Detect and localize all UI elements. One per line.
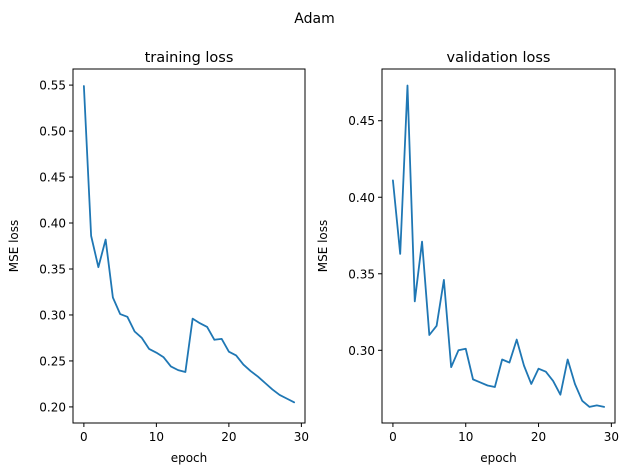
subplots: training loss 0 10 20 30 0.20 0.25 0.30 0.35 0.40… [7,50,619,465]
validation-x-tick-label: 20 [531,430,546,444]
validation-y-tick-label: 0.40 [348,191,375,205]
training-chart-title: training loss [145,50,234,66]
training-x-tick-label: 30 [294,430,309,444]
training-y-tick-label: 0.45 [39,171,66,185]
training-y-tick-label: 0.25 [39,354,66,368]
validation-x-tick-label: 0 [389,430,397,444]
validation-y-tick-label: 0.45 [348,114,375,128]
training-loss-line [82,85,296,404]
validation-y-tick-label: 0.30 [348,344,375,358]
training-y-tick-label: 0.35 [39,262,66,276]
figure-title: Adam [294,11,334,27]
validation-chart-title: validation loss [446,50,550,66]
validation-x-tick-label: 10 [458,430,473,444]
training-x-tick-label: 20 [221,430,236,444]
training-y-tick-label: 0.55 [39,79,66,93]
validation-x-tick-label: 30 [604,430,619,444]
training-x-tick-label: 0 [80,430,88,444]
validation-loss-line [392,84,605,408]
training-loss-chart: training loss 0 10 20 30 0.20 0.25 0.30 0.35 0.40… [7,50,309,465]
training-y-tick-label: 0.20 [39,400,66,414]
training-x-tick-label: 10 [149,430,164,444]
validation-loss-chart: validation loss 0 10 20 30 0.30 0.35 0.40 0.45 ep… [316,50,619,465]
validation-y-tick-label: 0.35 [348,267,375,281]
validation-y-axis-label: MSE loss [316,220,330,273]
training-y-tick-label: 0.50 [39,125,66,139]
training-x-axis-label: epoch [171,451,208,465]
training-y-tick-label: 0.30 [39,308,66,322]
training-y-axis-label: MSE loss [7,220,21,273]
validation-plot-frame [381,68,616,424]
training-plot-frame [72,68,306,424]
validation-x-axis-label: epoch [480,451,517,465]
training-y-tick-label: 0.40 [39,217,66,231]
